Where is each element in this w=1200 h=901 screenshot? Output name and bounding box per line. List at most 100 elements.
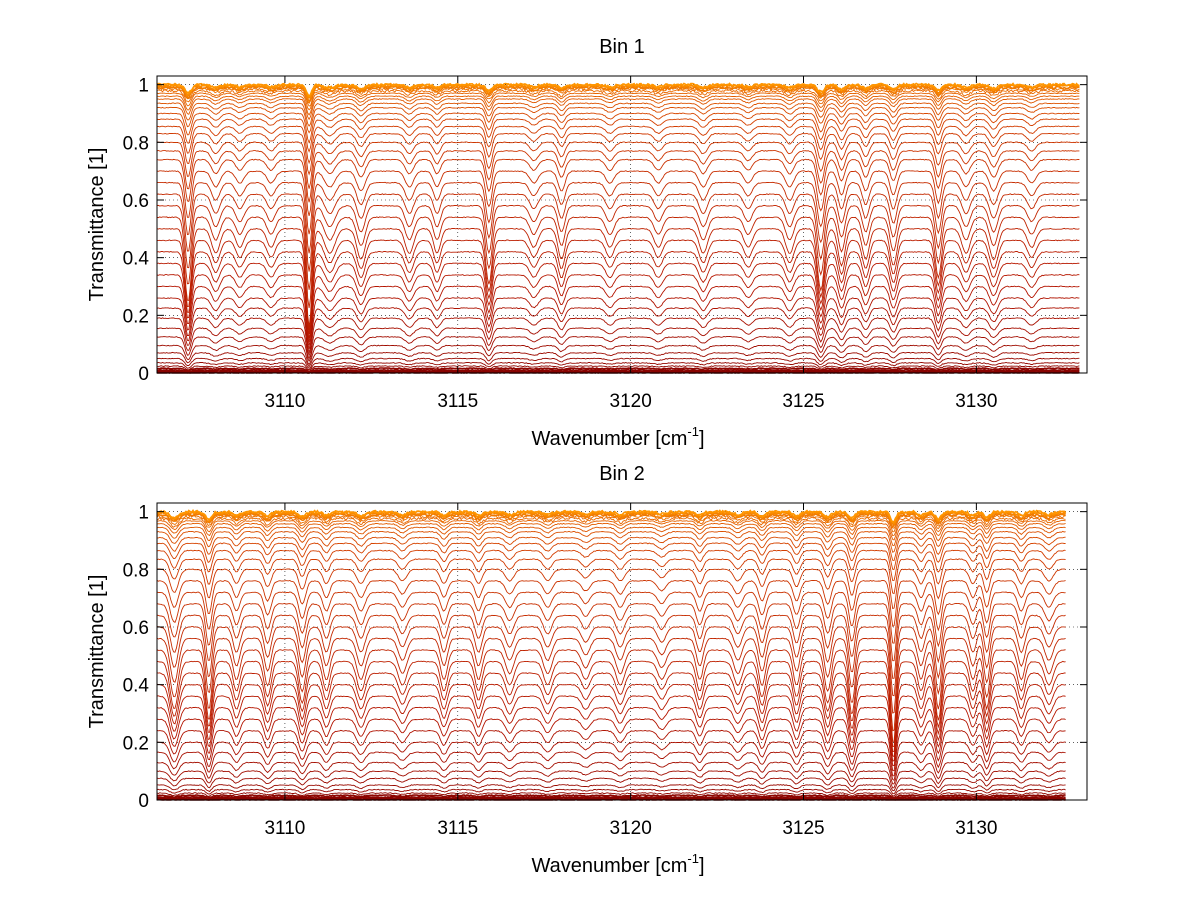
y-axis-label: Transmittance [1]	[86, 575, 108, 729]
series-line	[156, 558, 1066, 595]
series-line	[156, 672, 1066, 747]
y-tick-label: 0.2	[123, 306, 149, 327]
series-line	[156, 118, 1080, 153]
axes-frame	[156, 502, 1088, 801]
series-line	[156, 683, 1066, 753]
series-line	[156, 796, 1066, 801]
series-line	[156, 361, 1080, 370]
x-tick-label: 3120	[610, 391, 652, 412]
x-axis-label: Wavenumber [cm-1]	[531, 851, 704, 877]
series-line	[156, 706, 1066, 762]
series-line	[156, 794, 1066, 799]
x-tick-label: 3120	[610, 818, 652, 839]
series-line	[156, 150, 1080, 203]
series-line	[156, 307, 1080, 353]
series-line	[156, 83, 1080, 100]
series-line	[156, 227, 1080, 328]
series-line	[156, 158, 1080, 217]
series-line	[157, 102, 1080, 127]
x-tick-label: 3130	[955, 818, 997, 839]
series-line	[156, 751, 1066, 781]
plot-panel-bin-2: 3110 3115 3120 3125 3130 0 0.2 0.4 0.6 0.8 1 Bin 2…	[86, 463, 1088, 877]
series-line	[156, 92, 1080, 111]
series-line	[156, 112, 1080, 144]
chart-title: Bin 2	[599, 463, 645, 485]
series-line	[156, 797, 1066, 801]
x-tick-label: 3115	[437, 391, 478, 412]
series-group	[156, 509, 1067, 801]
series-line	[156, 327, 1080, 360]
series-line	[156, 204, 1080, 290]
series-line	[156, 603, 1066, 662]
series-line	[156, 637, 1066, 714]
y-tick-label: 0.8	[123, 560, 149, 581]
series-line	[156, 649, 1066, 732]
x-axis-label: Wavenumber [cm-1]	[531, 424, 704, 450]
series-line	[156, 357, 1080, 369]
x-tick-label: 3130	[955, 391, 997, 412]
y-tick-label: 1	[138, 76, 149, 97]
plot-panel-bin-1: 3110 3115 3120 3125 3130 0 0.2 0.4 0.6 0.8 1 Bin 1…	[86, 36, 1088, 450]
series-line	[156, 542, 1066, 570]
series-line	[156, 761, 1066, 785]
y-tick-label: 0	[138, 364, 149, 385]
x-tick-label: 3125	[782, 818, 824, 839]
series-line	[156, 125, 1080, 165]
series-line	[156, 660, 1066, 742]
axes-frame	[156, 75, 1088, 374]
series-line	[157, 132, 1080, 176]
series-line	[156, 95, 1080, 116]
series-line	[156, 336, 1080, 363]
series-line	[156, 141, 1080, 189]
series-line	[156, 591, 1066, 644]
x-axis-label-end: ]	[699, 855, 705, 877]
series-line	[156, 626, 1066, 697]
series-line	[156, 285, 1080, 346]
series-line	[156, 516, 1066, 533]
y-axis-label: Transmittance [1]	[86, 148, 108, 302]
y-tick-label: 0.2	[123, 733, 149, 754]
series-line	[156, 317, 1080, 358]
y-tick-label: 0	[138, 791, 149, 812]
series-line	[156, 549, 1066, 582]
series-group	[156, 82, 1080, 374]
series-line	[156, 365, 1080, 372]
series-line	[156, 536, 1066, 561]
series-line	[156, 530, 1066, 553]
series-line	[156, 788, 1066, 797]
series-line	[156, 741, 1066, 777]
series-line	[156, 792, 1066, 798]
series-line	[156, 193, 1080, 272]
series-line	[156, 579, 1066, 627]
axis-ticks: 3110 3115 3120 3125 3130 0 0.2 0.4 0.6 0.8 1	[123, 76, 1087, 412]
series-line	[156, 89, 1080, 107]
x-axis-label-superscript: -1	[687, 851, 699, 866]
x-tick-label: 3125	[782, 391, 824, 412]
series-line	[156, 514, 1066, 529]
series-line	[156, 718, 1066, 767]
x-axis-label-main: Wavenumber [cm	[531, 428, 687, 450]
y-tick-label: 0.8	[123, 133, 149, 154]
x-tick-label: 3110	[264, 391, 305, 412]
series-line	[156, 216, 1080, 309]
y-tick-label: 0.6	[123, 618, 149, 639]
series-line	[156, 509, 1066, 524]
x-axis-label-end: ]	[699, 428, 705, 450]
series-line	[156, 770, 1066, 789]
series-line	[156, 522, 1066, 541]
x-axis-label-main: Wavenumber [cm	[531, 855, 687, 877]
series-line	[156, 614, 1066, 679]
x-axis-label-superscript: -1	[687, 424, 699, 439]
y-tick-label: 0.6	[123, 191, 149, 212]
series-line	[156, 82, 1080, 98]
series-line	[156, 784, 1066, 795]
series-line	[156, 695, 1066, 758]
series-line	[156, 729, 1066, 772]
series-line	[156, 795, 1066, 800]
y-tick-label: 0.4	[123, 676, 150, 697]
series-line	[157, 297, 1080, 349]
series-line	[156, 512, 1066, 529]
series-line	[157, 344, 1080, 366]
